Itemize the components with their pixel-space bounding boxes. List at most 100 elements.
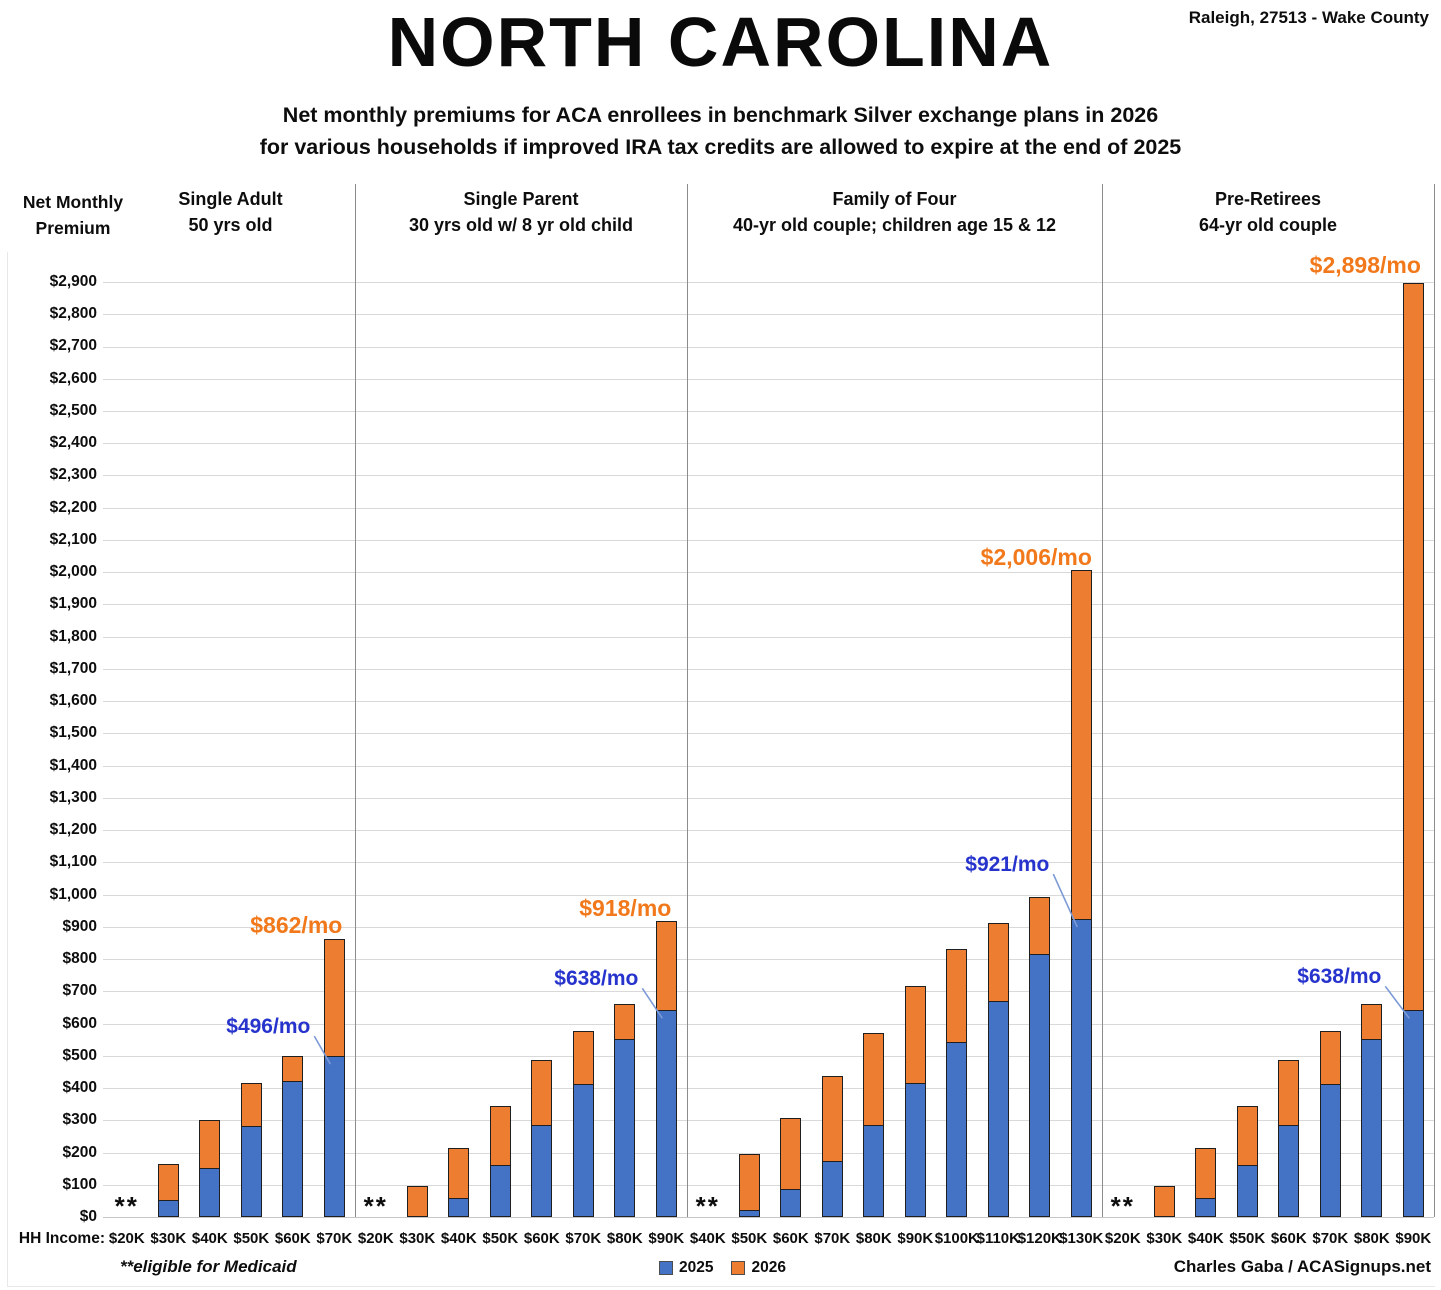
annotation--921-mo: $921/mo bbox=[965, 853, 1050, 877]
medicaid-marker: ** bbox=[363, 1191, 388, 1221]
x-tick-label: $50K bbox=[233, 1230, 270, 1247]
subtitle-line-2: for various households if improved IRA t… bbox=[259, 135, 1182, 160]
bar-2026-segment bbox=[987, 923, 1009, 1002]
panel-header-line-1: Single Adult bbox=[178, 189, 283, 209]
bar-family-of-four-$100k bbox=[946, 949, 968, 1217]
gridline bbox=[103, 1055, 1434, 1057]
bar-2026-segment bbox=[738, 1154, 760, 1211]
bar-single-parent-$30k bbox=[406, 1186, 428, 1217]
panel-header-line-2: 30 yrs old w/ 8 yr old child bbox=[408, 215, 634, 236]
bar-2026-segment bbox=[780, 1118, 802, 1190]
x-tick-label: $110K bbox=[976, 1230, 1020, 1247]
gridline bbox=[103, 1023, 1434, 1025]
bar-2026-segment bbox=[1195, 1148, 1217, 1199]
bar-2025-segment bbox=[1402, 1011, 1424, 1217]
bar-single-adult-$50k bbox=[240, 1083, 262, 1217]
y-tick-label: $2,700 bbox=[49, 337, 97, 355]
bar-single-adult-$30k bbox=[157, 1164, 179, 1217]
bar-2026-segment bbox=[904, 986, 926, 1084]
x-axis-title: HH Income: bbox=[18, 1230, 105, 1247]
annotation--2-006-mo: $2,006/mo bbox=[980, 544, 1092, 571]
bar-2025-segment bbox=[1195, 1199, 1217, 1217]
bar-family-of-four-$90k bbox=[904, 986, 926, 1217]
bar-2026-segment bbox=[406, 1186, 428, 1217]
y-tick-label: $700 bbox=[62, 982, 97, 1000]
y-tick-label: $600 bbox=[62, 1014, 97, 1032]
medicaid-footnote: **eligible for Medicaid bbox=[120, 1257, 297, 1276]
annotation--638-mo: $638/mo bbox=[554, 967, 639, 991]
bar-2026-segment bbox=[489, 1106, 511, 1166]
x-tick-label: $40K bbox=[1187, 1230, 1224, 1247]
x-tick-label: $50K bbox=[482, 1230, 519, 1247]
legend-item-2026: 2026 bbox=[731, 1259, 786, 1277]
y-tick-label: $2,100 bbox=[49, 530, 97, 548]
gridline bbox=[103, 733, 1434, 735]
bar-family-of-four-$110k bbox=[987, 923, 1009, 1217]
bar-2025-segment bbox=[614, 1040, 636, 1217]
x-tick-label: $60K bbox=[274, 1230, 311, 1247]
x-tick-label: $80K bbox=[855, 1230, 892, 1247]
bar-family-of-four-$80k bbox=[863, 1033, 885, 1217]
gridline bbox=[103, 959, 1434, 961]
bar-2026-segment bbox=[655, 921, 677, 1011]
bar-family-of-four-$60k bbox=[780, 1118, 802, 1217]
y-tick-label: $1,500 bbox=[49, 724, 97, 742]
x-tick-label: $20K bbox=[108, 1230, 145, 1247]
y-tick-label: $2,900 bbox=[49, 273, 97, 290]
panel-header-line-2: 64-yr old couple bbox=[1198, 215, 1338, 236]
bar-family-of-four-$70k bbox=[821, 1076, 843, 1217]
x-tick-label: $40K bbox=[191, 1230, 228, 1247]
gridline bbox=[103, 862, 1434, 864]
y-tick-label: $300 bbox=[62, 1111, 97, 1129]
gridline bbox=[103, 604, 1434, 606]
bar-pre-retirees-$90k bbox=[1402, 283, 1424, 1217]
x-tick-label: $120K bbox=[1017, 1230, 1062, 1247]
bar-2026-segment bbox=[946, 949, 968, 1043]
gridline bbox=[103, 411, 1434, 412]
gridline bbox=[103, 830, 1434, 832]
bar-2025-segment bbox=[1319, 1085, 1341, 1217]
location-label: Raleigh, 27513 - Wake County bbox=[1188, 8, 1429, 27]
bar-single-parent-$70k bbox=[572, 1031, 594, 1217]
panel-header-family-of-four: Family of Four 40-yr old couple; children… bbox=[687, 186, 1102, 238]
gridline bbox=[103, 636, 1434, 638]
y-tick-label: $2,500 bbox=[49, 401, 97, 419]
panel-divider bbox=[1102, 184, 1103, 1217]
bar-2026-segment bbox=[572, 1031, 594, 1085]
bar-2025-segment bbox=[240, 1127, 262, 1217]
y-tick-label: $1,600 bbox=[49, 692, 97, 710]
bar-2025-segment bbox=[987, 1002, 1009, 1217]
bar-2025-segment bbox=[655, 1011, 677, 1217]
panel-divider bbox=[355, 184, 356, 1217]
bar-2026-segment bbox=[614, 1004, 636, 1040]
y-tick-label: $2,000 bbox=[49, 563, 97, 581]
panel-header-pre-retirees: Pre-Retirees 64-yr old couple bbox=[1102, 186, 1434, 238]
bar-2025-segment bbox=[1361, 1040, 1383, 1217]
x-tick-label: $30K bbox=[399, 1230, 436, 1247]
legend: 2025 2026 bbox=[659, 1259, 786, 1277]
gridline bbox=[103, 1120, 1434, 1122]
panel-divider bbox=[687, 184, 688, 1217]
medicaid-marker: ** bbox=[1110, 1191, 1135, 1221]
gridline bbox=[103, 668, 1434, 670]
panel-header-line-2: 50 yrs old bbox=[188, 215, 273, 236]
bar-2026-segment bbox=[863, 1033, 885, 1126]
chart-bottom-border bbox=[7, 1286, 1435, 1287]
bar-2025-segment bbox=[1029, 955, 1051, 1217]
gridline bbox=[103, 1217, 1434, 1218]
bar-2025-segment bbox=[282, 1082, 304, 1217]
x-tick-label: $90K bbox=[897, 1230, 934, 1247]
bar-single-adult-$70k bbox=[323, 939, 345, 1217]
gridline bbox=[103, 572, 1434, 574]
y-tick-label: $1,700 bbox=[49, 659, 97, 677]
panel-header-single-adult: Single Adult 50 yrs old bbox=[106, 186, 355, 238]
bar-single-adult-$60k bbox=[282, 1056, 304, 1217]
gridline bbox=[103, 475, 1434, 477]
bar-2025-segment bbox=[572, 1085, 594, 1217]
y-tick-label: $1,800 bbox=[49, 627, 97, 645]
y-tick-label: $2,200 bbox=[49, 498, 97, 516]
gridline bbox=[103, 991, 1434, 993]
bar-2025-segment bbox=[489, 1166, 511, 1217]
panel-header-line-1: Single Parent bbox=[463, 189, 579, 209]
